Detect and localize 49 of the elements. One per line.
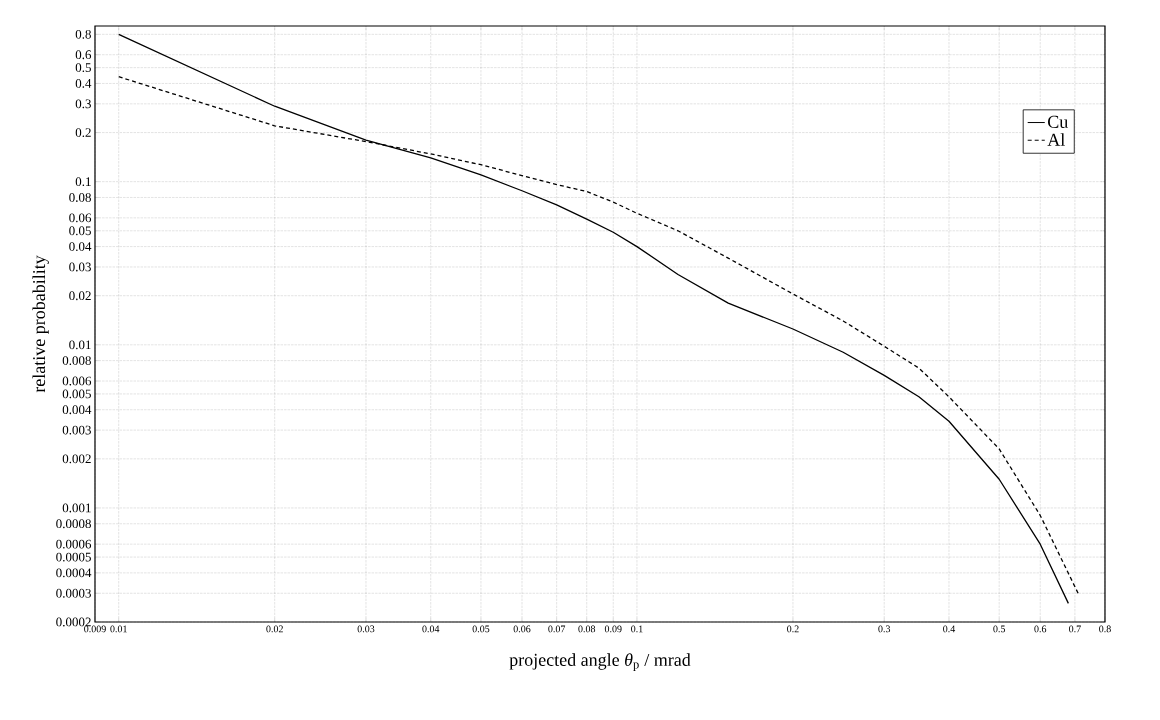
x-tick-label: 0.06 — [513, 625, 531, 633]
y-tick-label: 0.0002 — [56, 617, 91, 627]
x-tick-label: 0.1 — [631, 625, 643, 633]
y-tick-label: 0.6 — [75, 50, 92, 60]
x-tick-label: 0.4 — [943, 625, 956, 633]
y-tick-label: 0.3 — [75, 99, 91, 109]
x-tick-label: 0.6 — [1034, 625, 1047, 633]
y-tick-label: 0.0004 — [56, 568, 92, 578]
x-tick-label: 0.009 — [84, 625, 106, 633]
y-tick-label: 0.02 — [69, 291, 91, 301]
y-tick-label: 0.8 — [75, 29, 91, 39]
x-tick-label: 0.01 — [110, 625, 127, 633]
y-tick-label: 0.2 — [75, 128, 91, 137]
y-tick-label: 0.05 — [69, 226, 91, 236]
x-tick-label: 0.2 — [787, 625, 799, 633]
x-tick-label: 0.3 — [878, 625, 891, 633]
y-tick-label: 0.01 — [69, 340, 91, 350]
x-tick-label: 0.07 — [548, 625, 566, 633]
y-tick-label: 0.0006 — [56, 539, 92, 549]
y-tick-label: 0.005 — [62, 389, 91, 399]
x-axis-title: projected angle θ$_{p}$ / mrad — [509, 653, 691, 672]
legend-label: Al — [1047, 133, 1065, 146]
y-tick-label: 0.4 — [75, 79, 92, 88]
x-tick-label: 0.02 — [266, 625, 283, 633]
y-tick-label: 0.0005 — [56, 552, 91, 562]
y-tick-label: 0.0003 — [56, 588, 91, 598]
y-tick-label: 0.03 — [69, 262, 91, 272]
y-tick-label: 0.06 — [69, 213, 92, 223]
y-axis-title: relative probability — [32, 255, 49, 393]
y-tick-label: 0.0008 — [56, 519, 91, 529]
x-tick-label: 0.7 — [1069, 625, 1081, 633]
y-tick-label: 0.004 — [62, 405, 92, 415]
y-tick-label: 0.003 — [62, 425, 91, 435]
x-tick-label: 0.8 — [1099, 625, 1111, 633]
y-tick-label: 0.008 — [62, 356, 91, 366]
x-tick-label: 0.08 — [578, 625, 596, 633]
y-tick-label: 0.04 — [69, 242, 92, 252]
x-tick-label: 0.09 — [604, 625, 622, 633]
y-tick-label: 0.001 — [62, 503, 91, 513]
x-tick-label: 0.5 — [993, 625, 1006, 633]
legend-label: Cu — [1048, 115, 1068, 128]
y-tick-label: 0.08 — [69, 193, 91, 202]
y-tick-label: 0.5 — [75, 63, 91, 73]
y-tick-label: 0.1 — [75, 177, 91, 187]
y-tick-label: 0.002 — [62, 454, 91, 464]
x-tick-label: 0.03 — [357, 625, 375, 633]
y-tick-label: 0.006 — [62, 376, 92, 386]
x-tick-label: 0.05 — [472, 625, 490, 633]
x-tick-label: 0.04 — [422, 625, 440, 633]
